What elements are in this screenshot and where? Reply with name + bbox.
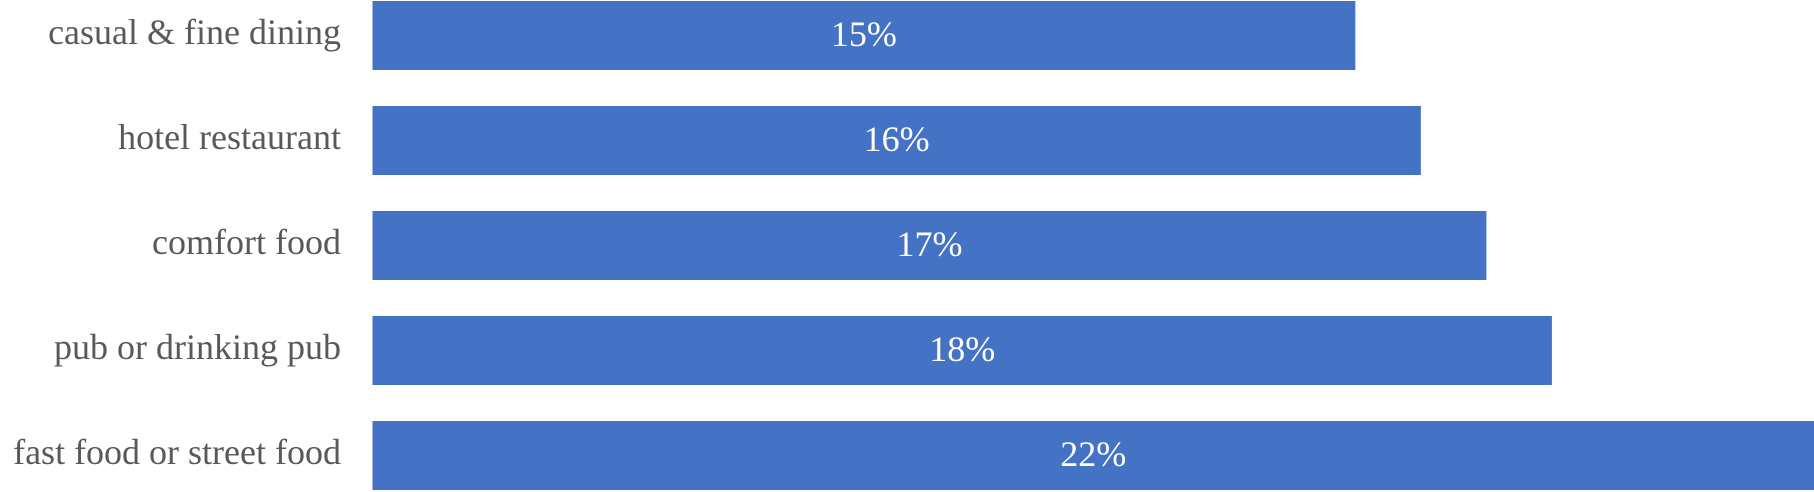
- data-label: 17%: [896, 224, 962, 264]
- category-label: fast food or street food: [13, 432, 341, 472]
- data-label: 16%: [864, 119, 930, 159]
- bar: [372, 421, 1814, 490]
- bar: [372, 1, 1356, 70]
- category-label: casual & fine dining: [48, 12, 341, 52]
- data-label: 15%: [831, 14, 897, 54]
- data-label: 18%: [929, 329, 995, 369]
- category-label: hotel restaurant: [118, 117, 341, 157]
- category-label: pub or drinking pub: [54, 327, 341, 367]
- bar: [372, 106, 1421, 175]
- category-label: comfort food: [152, 222, 341, 262]
- bar: [372, 211, 1487, 280]
- bar: [372, 316, 1552, 385]
- data-label: 22%: [1060, 434, 1126, 474]
